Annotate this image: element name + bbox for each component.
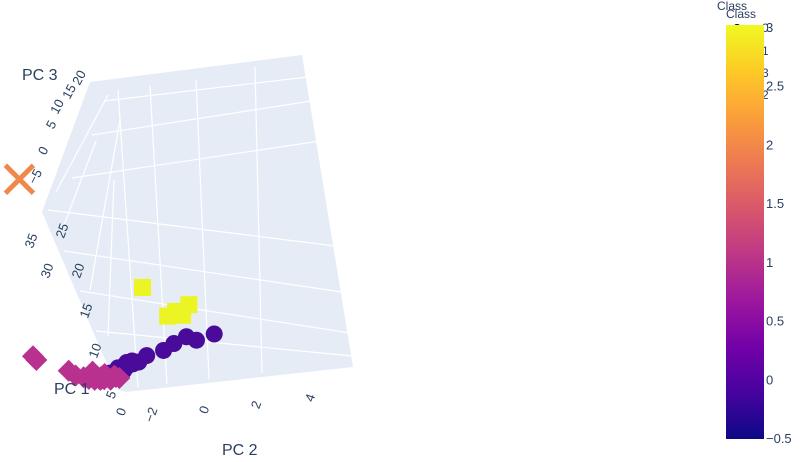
point-class-0 [165, 334, 183, 352]
y-axis-tick-labels: −2 0 2 4 [141, 392, 318, 424]
x-axis-tick: 0 [113, 406, 130, 418]
data-marks [3, 163, 223, 391]
z-axis-tick: −5 [25, 166, 45, 186]
colorbar-tick: 0 [766, 372, 773, 387]
grid-line [47, 209, 336, 247]
grid-line [254, 66, 263, 374]
z-axis-tick: 15 [59, 82, 79, 102]
back-wall [90, 55, 353, 392]
z-axis-title: PC 3 [22, 67, 58, 84]
x-axis-tick: 15 [76, 301, 95, 320]
y-axis-tick: 0 [196, 404, 213, 416]
z-axis-tick: 0 [35, 144, 52, 157]
legend-entry-2[interactable]: 2 [762, 88, 769, 102]
point-class-3 [133, 278, 151, 296]
point-class-1 [81, 360, 104, 383]
x-axis-tick: 5 [103, 389, 120, 401]
colorbar-tick: 1.5 [766, 196, 784, 211]
legend[interactable]: Class Class 0 1 3 2 [717, 0, 769, 102]
grid-line [103, 75, 317, 102]
z-axis-tick: 10 [47, 97, 67, 117]
x-axis-title: PC 1 [54, 381, 90, 398]
point-class-2 [3, 163, 36, 196]
grid-line [95, 330, 353, 357]
x-axis-tick: 10 [85, 341, 104, 360]
legend-entry-1[interactable]: 1 [762, 44, 769, 58]
colorbar-tick: −0.5 [766, 431, 792, 446]
left-wall [42, 82, 126, 392]
grid-line [149, 85, 168, 385]
legend-entry-3[interactable]: 3 [762, 66, 769, 80]
grid-lines [47, 66, 353, 389]
y-axis-tick: 4 [302, 392, 319, 404]
grid-line [63, 140, 97, 226]
point-class-0 [138, 347, 156, 365]
x-axis-tick: 25 [52, 221, 71, 240]
colorbar-tick: 2.5 [766, 79, 784, 94]
point-class-0 [124, 355, 142, 373]
colorbar-tick-labels: 3 2.5 2 1.5 1 0.5 0 −0.5 [766, 20, 792, 446]
grid-line [91, 99, 319, 136]
y-axis-tick: −2 [141, 405, 160, 424]
colorbar-tick: 2 [766, 137, 773, 152]
grid-line [117, 89, 139, 389]
grid-line [71, 140, 321, 179]
grid-line [107, 179, 115, 337]
x-axis-tick: 35 [21, 231, 40, 250]
grid-line [89, 119, 121, 291]
y-axis-title: PC 2 [222, 442, 258, 459]
grid-line [55, 94, 109, 193]
point-class-0 [205, 325, 223, 343]
x-axis-tick: 30 [37, 261, 56, 280]
colorbar-tick: 0.5 [766, 314, 784, 329]
legend-title-overlap: Class [726, 7, 756, 21]
grid-line [63, 250, 343, 293]
z-axis-tick: 5 [43, 118, 60, 131]
point-class-3 [174, 306, 192, 324]
colorbar-bar [726, 25, 764, 439]
x-axis-tick-labels: 0 5 10 15 20 25 30 35 [21, 221, 129, 417]
y-axis-tick: 2 [248, 399, 265, 411]
point-class-1 [25, 348, 48, 371]
colorbar-tick: 3 [766, 20, 773, 35]
legend-entry-0[interactable]: 0 [762, 21, 769, 35]
z-axis-tick: 20 [69, 68, 89, 88]
point-class-3 [159, 307, 177, 325]
colorbar: 32.521.510.50−0.5 [726, 20, 792, 446]
grid-line [79, 290, 351, 334]
legend-title: Class [717, 0, 747, 13]
point-class-0 [188, 331, 205, 349]
x-axis-tick: 20 [68, 261, 87, 280]
colorbar-tick: 1 [766, 255, 773, 270]
